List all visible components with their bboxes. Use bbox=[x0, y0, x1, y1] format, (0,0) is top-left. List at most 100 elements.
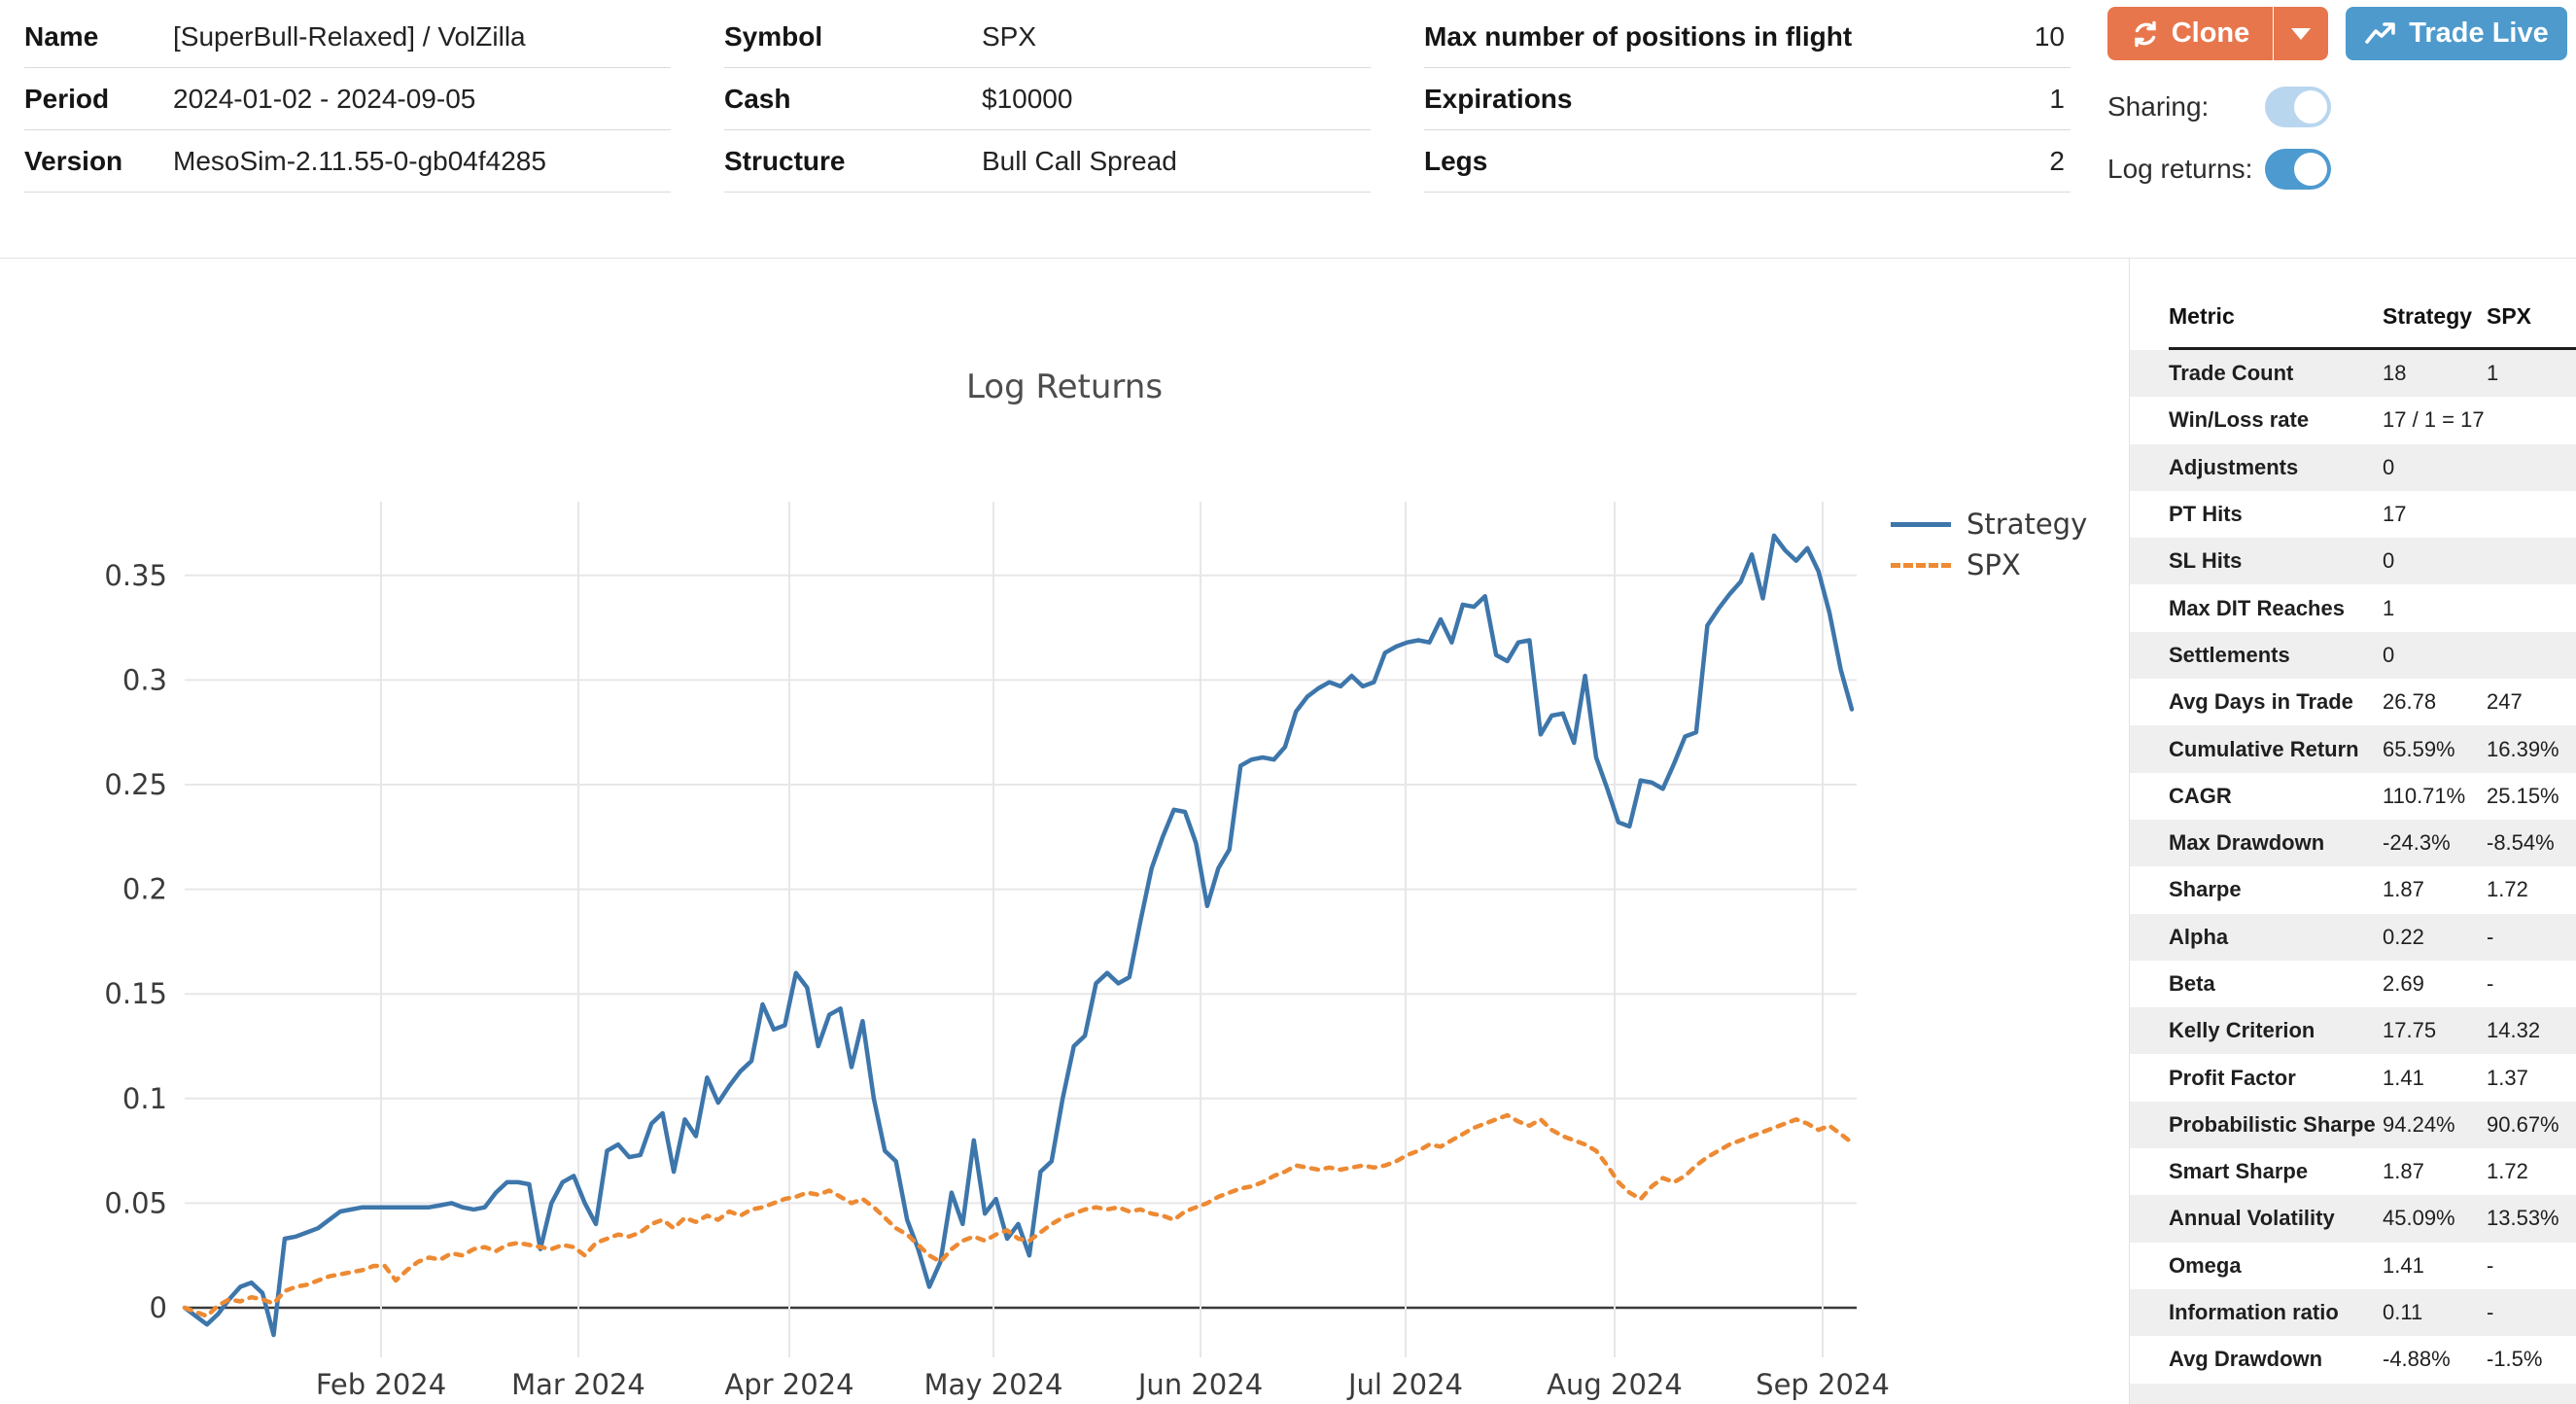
clone-button[interactable]: Clone bbox=[2107, 7, 2273, 60]
metric-value: - bbox=[2487, 971, 2494, 996]
metric-name: Trade Count bbox=[2169, 361, 2294, 386]
sharing-toggle[interactable] bbox=[2265, 87, 2331, 127]
metric-name: Annual Volatility bbox=[2169, 1206, 2335, 1231]
metric-name: Cumulative Return bbox=[2169, 736, 2359, 761]
meta-label: Max number of positions in flight bbox=[1424, 20, 1853, 52]
meta-label: Structure bbox=[724, 145, 846, 176]
metric-name: CAGR bbox=[2169, 783, 2232, 808]
metric-value: 110.71% bbox=[2383, 783, 2466, 808]
metric-name: Information ratio bbox=[2169, 1300, 2339, 1325]
x-tick-label: Apr 2024 bbox=[724, 1368, 853, 1401]
legend-item-spx: SPX bbox=[1891, 544, 2087, 585]
metric-value: 18 bbox=[2383, 361, 2407, 386]
metric-name: Avg Days in Trade bbox=[2169, 689, 2353, 715]
clone-dropdown-button[interactable] bbox=[2274, 7, 2328, 60]
table-row: Settlements 0 bbox=[2130, 631, 2576, 680]
table-row: Alpha 0.22 - bbox=[2130, 913, 2576, 961]
metric-value: -8.54% bbox=[2487, 830, 2555, 856]
y-tick-label: 0.35 bbox=[104, 559, 167, 592]
trade-live-button-label: Trade Live bbox=[2409, 18, 2549, 49]
metric-value: 90.67% bbox=[2487, 1111, 2559, 1137]
meta-row: Cash $10000 bbox=[724, 68, 1371, 130]
metric-name: Max Drawdown bbox=[2169, 830, 2325, 856]
legend-label: SPX bbox=[1967, 548, 2021, 581]
meta-table-left: Name [SuperBull-Relaxed] / VolZilla Period… bbox=[24, 6, 671, 193]
table-row: Win/Loss rate 17 / 1 = 17 bbox=[2130, 397, 2576, 443]
meta-label: Version bbox=[24, 145, 123, 176]
log-returns-chart: 0 0.05 0.1 0.15 0.2 0.25 0.3 0.35 Feb 2024 Mar 20… bbox=[104, 502, 1890, 1401]
sharing-row: Sharing: bbox=[2107, 86, 2564, 128]
metric-name: Sharpe bbox=[2169, 877, 2242, 902]
meta-row: Version MesoSim-2.11.55-0-gb04f4285 bbox=[24, 130, 671, 193]
log-returns-label: Log returns: bbox=[2107, 154, 2253, 184]
metric-value: 1.72 bbox=[2487, 877, 2528, 902]
metric-value: 1 bbox=[2383, 595, 2395, 620]
metric-name: Kelly Criterion bbox=[2169, 1018, 2315, 1043]
log-returns-row: Log returns: bbox=[2107, 148, 2564, 191]
x-tick-label: Feb 2024 bbox=[316, 1368, 446, 1401]
chart-legend: Strategy SPX bbox=[1891, 504, 2087, 585]
y-tick-label: 0.1 bbox=[122, 1082, 167, 1115]
log-returns-toggle[interactable] bbox=[2265, 149, 2331, 190]
table-row: CAGR 110.71% 25.15% bbox=[2130, 773, 2576, 820]
meta-value: 1 bbox=[2049, 83, 2065, 114]
metric-value: 16.39% bbox=[2487, 736, 2559, 761]
meta-value: 2024-01-02 - 2024-09-05 bbox=[173, 83, 476, 114]
metric-value: -1.5% bbox=[2487, 1347, 2543, 1372]
column-header: SPX bbox=[2487, 303, 2532, 329]
x-tick-label: Jun 2024 bbox=[1136, 1368, 1263, 1401]
spx-series-line bbox=[182, 1112, 1855, 1318]
trade-live-button[interactable]: Trade Live bbox=[2346, 7, 2567, 60]
metric-value: 2.69 bbox=[2383, 971, 2424, 996]
table-row: Kelly Criterion 17.75 14.32 bbox=[2130, 1007, 2576, 1055]
sharing-label: Sharing: bbox=[2107, 91, 2210, 122]
strategy-line-swatch bbox=[1891, 521, 1951, 527]
metric-value: 17.75 bbox=[2383, 1018, 2437, 1043]
metric-value: 1.72 bbox=[2487, 1159, 2528, 1184]
table-row: Max Drawdown -24.3% -8.54% bbox=[2130, 819, 2576, 867]
meta-value: Bull Call Spread bbox=[982, 145, 1177, 176]
table-row: Avg Drawdown -4.88% -1.5% bbox=[2130, 1336, 2576, 1383]
x-tick-label: Aug 2024 bbox=[1547, 1368, 1683, 1401]
meta-table-right: Max number of positions in flight 10 Expir… bbox=[1424, 6, 2071, 193]
table-row: Adjustments 0 bbox=[2130, 443, 2576, 491]
metrics-panel: Metric Strategy SPX Trade Count 18 1 Win/Lo… bbox=[2129, 259, 2576, 1404]
table-row: Sharpe 1.87 1.72 bbox=[2130, 866, 2576, 913]
strategy-series-line bbox=[182, 533, 1855, 1338]
table-row: Profit Factor 1.41 1.37 bbox=[2130, 1054, 2576, 1101]
meta-label: Period bbox=[24, 83, 110, 114]
table-row: Annual Volatility 45.09% 13.53% bbox=[2130, 1195, 2576, 1243]
chart-title: Log Returns bbox=[965, 368, 1164, 406]
metric-value: 94.24% bbox=[2383, 1111, 2455, 1137]
table-row: PT Hits 17 bbox=[2130, 491, 2576, 538]
meta-row: Structure Bull Call Spread bbox=[724, 130, 1371, 193]
legend-item-strategy: Strategy bbox=[1891, 504, 2087, 544]
table-row: Omega 1.41 - bbox=[2130, 1243, 2576, 1289]
metric-value: 17 bbox=[2383, 502, 2407, 527]
metric-value: 1.37 bbox=[2487, 1065, 2528, 1090]
trending-up-icon bbox=[2364, 20, 2397, 48]
metric-value: 45.09% bbox=[2383, 1206, 2455, 1231]
metric-name: Smart Sharpe bbox=[2169, 1159, 2309, 1184]
x-tick-label: Sep 2024 bbox=[1756, 1368, 1890, 1401]
metric-value: 1.87 bbox=[2383, 1159, 2424, 1184]
meta-row: Max number of positions in flight 10 bbox=[1424, 6, 2071, 68]
y-tick-label: 0.05 bbox=[104, 1186, 167, 1219]
x-tick-label: May 2024 bbox=[924, 1368, 1063, 1401]
table-row: Probabilistic Sharpe 94.24% 90.67% bbox=[2130, 1101, 2576, 1149]
legend-label: Strategy bbox=[1967, 508, 2088, 541]
meta-value: [SuperBull-Relaxed] / VolZilla bbox=[173, 20, 526, 52]
table-row: Trade Count 18 1 bbox=[2130, 350, 2576, 398]
metric-name: Beta bbox=[2169, 971, 2215, 996]
metric-value: 0 bbox=[2383, 548, 2395, 574]
metric-value: 17 / 1 = 17 bbox=[2383, 407, 2485, 433]
meta-label: Legs bbox=[1424, 145, 1488, 176]
metric-value: 247 bbox=[2487, 689, 2523, 715]
table-row: Cumulative Return 65.59% 16.39% bbox=[2130, 725, 2576, 773]
metric-value: 0 bbox=[2383, 642, 2395, 667]
metric-value: 14.32 bbox=[2487, 1018, 2541, 1043]
metric-value: -4.88% bbox=[2383, 1347, 2451, 1372]
meta-value: $10000 bbox=[982, 83, 1073, 114]
metric-value: 13.53% bbox=[2487, 1206, 2559, 1231]
meta-row: Period 2024-01-02 - 2024-09-05 bbox=[24, 68, 671, 130]
